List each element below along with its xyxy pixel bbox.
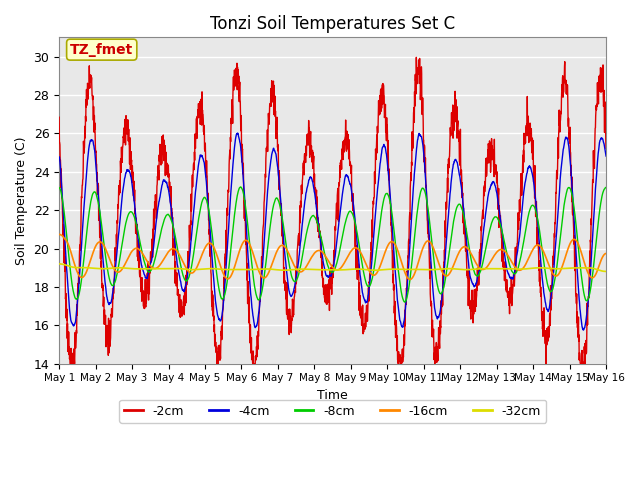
X-axis label: Time: Time — [317, 389, 348, 402]
Title: Tonzi Soil Temperatures Set C: Tonzi Soil Temperatures Set C — [210, 15, 455, 33]
Legend: -2cm, -4cm, -8cm, -16cm, -32cm: -2cm, -4cm, -8cm, -16cm, -32cm — [119, 400, 546, 423]
Y-axis label: Soil Temperature (C): Soil Temperature (C) — [15, 136, 28, 265]
Text: TZ_fmet: TZ_fmet — [70, 43, 133, 57]
